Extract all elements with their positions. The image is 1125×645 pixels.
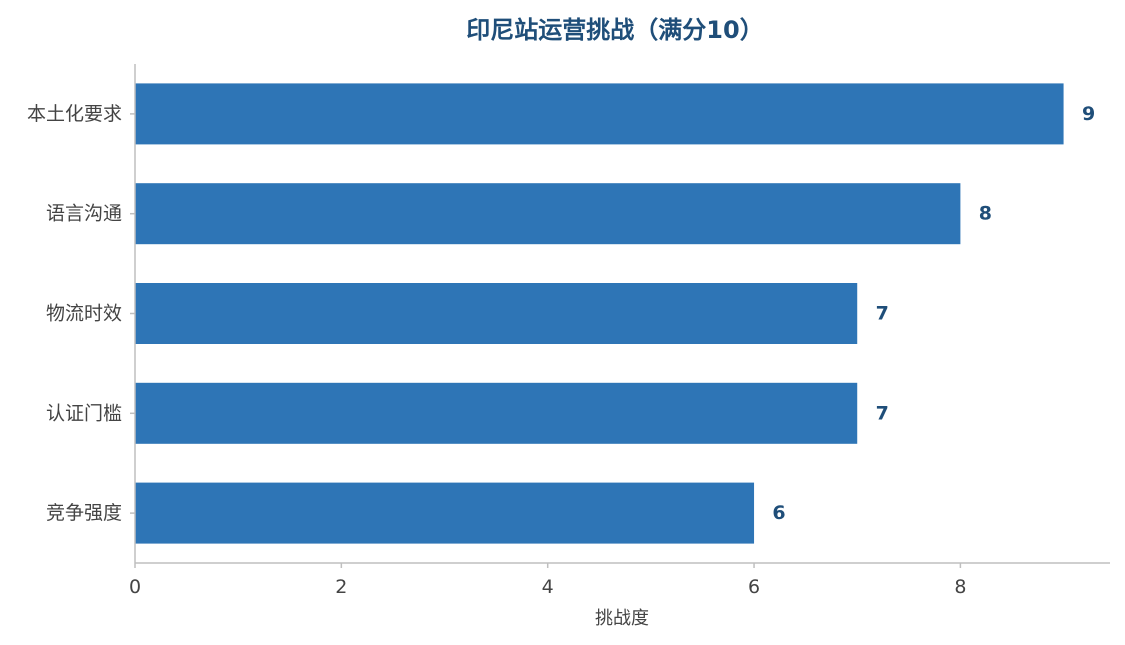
value-label-4: 6 (772, 502, 785, 524)
x-tick-label-1: 2 (335, 576, 347, 598)
value-label-1: 8 (979, 203, 992, 225)
bar-4 (135, 482, 755, 544)
x-tick-label-2: 4 (542, 576, 554, 598)
value-label-3: 7 (876, 402, 889, 424)
x-tick-label-3: 6 (748, 576, 760, 598)
bar-3 (135, 382, 858, 444)
category-label-4: 竞争强度 (46, 502, 122, 524)
x-tick-label-4: 8 (954, 576, 966, 598)
x-axis-title: 挑战度 (595, 608, 649, 629)
x-tick-label-0: 0 (129, 576, 141, 598)
value-label-2: 7 (876, 303, 889, 325)
category-label-1: 语言沟通 (46, 203, 122, 225)
category-label-3: 认证门槛 (46, 402, 122, 424)
category-label-0: 本土化要求 (27, 103, 122, 125)
value-labels: 9 8 7 7 6 (772, 103, 1095, 524)
chart-title: 印尼站运营挑战（满分10） (466, 16, 763, 44)
x-ticks: 0 2 4 6 8 (129, 563, 966, 598)
value-label-0: 9 (1082, 103, 1095, 125)
bar-0 (135, 83, 1064, 145)
bar-2 (135, 283, 858, 344)
category-label-2: 物流时效 (46, 303, 122, 325)
bars-layer (135, 83, 1064, 544)
bar-1 (135, 183, 961, 245)
